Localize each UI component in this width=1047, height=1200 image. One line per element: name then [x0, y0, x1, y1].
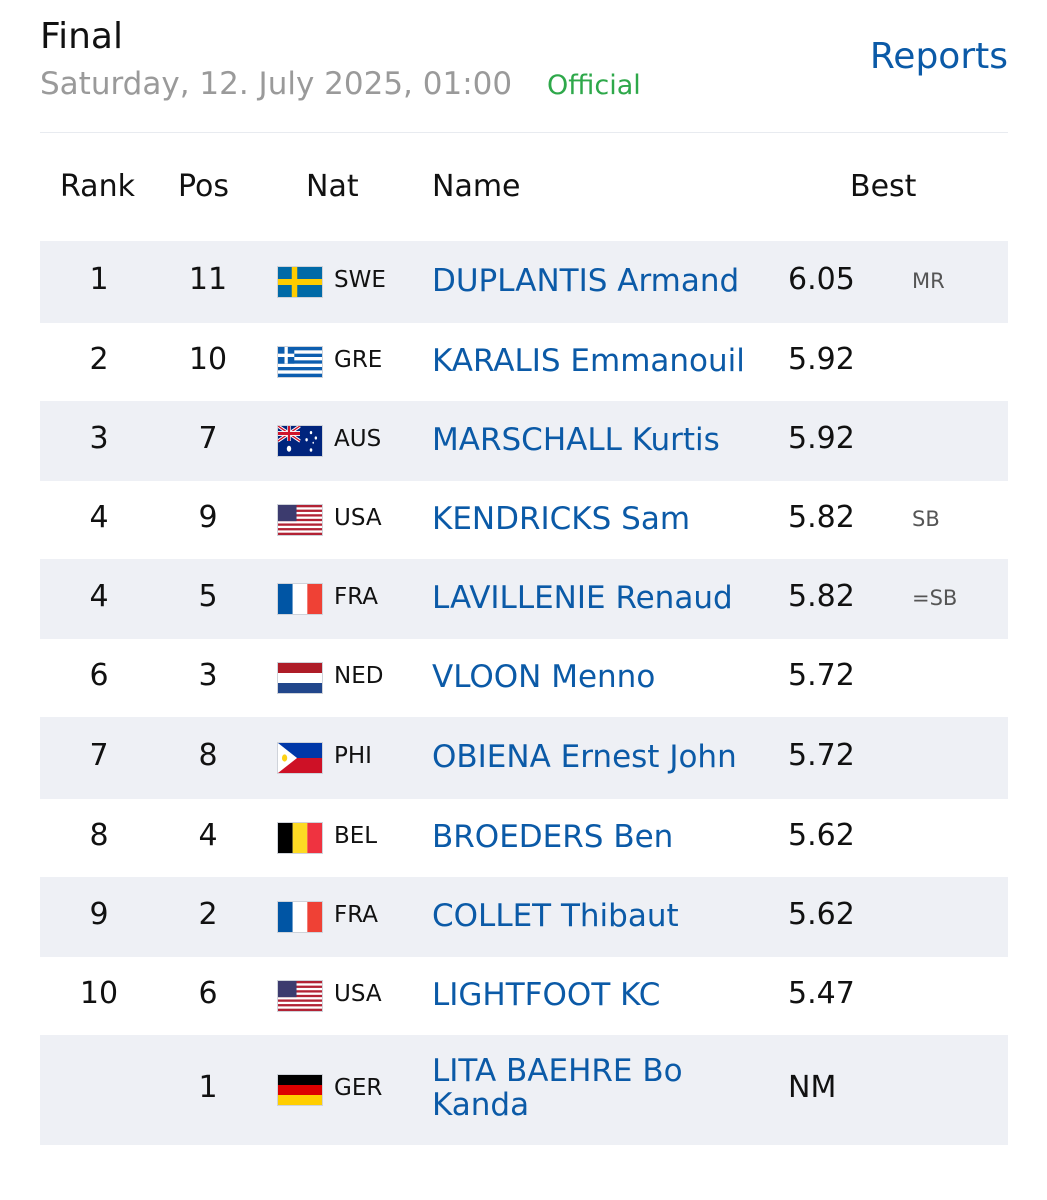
best-mark: 5.72: [788, 658, 855, 693]
rank-cell: 6: [89, 658, 109, 693]
pos-cell: 4: [198, 818, 218, 853]
athlete-name-link[interactable]: LITA BAEHRE Bo Kanda: [432, 1053, 683, 1123]
nat-code: GER: [334, 1075, 383, 1101]
rank-cell: 10: [79, 976, 119, 1011]
nat-code: AUS: [334, 426, 382, 452]
table-row: 8 4 BEL BROEDERS Ben 5.62: [40, 799, 1008, 877]
nat-code: USA: [334, 505, 382, 531]
germany-flag-icon: [277, 1074, 323, 1106]
status-badge: Official: [547, 70, 641, 101]
table-row: 1 11 SWE DUPLANTIS Armand 6.05 MR: [40, 241, 1008, 323]
page-title: Final: [40, 16, 123, 57]
nat-code: GRE: [334, 347, 383, 373]
athlete-name-link[interactable]: VLOON Menno: [432, 659, 656, 695]
reports-link[interactable]: Reports: [869, 36, 1008, 77]
rank-cell: 7: [89, 738, 109, 773]
event-date: Saturday, 12. July 2025, 01:00: [40, 66, 513, 102]
best-mark: 5.62: [788, 818, 855, 853]
belgium-flag-icon: [277, 822, 323, 854]
usa-flag-icon: [277, 980, 323, 1012]
athlete-name-link[interactable]: KENDRICKS Sam: [432, 501, 691, 537]
nat-code: FRA: [334, 584, 379, 610]
pos-cell: 2: [198, 897, 218, 932]
table-body: 1 11 SWE DUPLANTIS Armand 6.05 MR 2 10 GRE KARALI…: [40, 241, 1008, 1145]
table-row: 9 2 FRA COLLET Thibaut 5.62: [40, 877, 1008, 957]
australia-flag-icon: [277, 425, 323, 457]
best-mark: 5.92: [788, 421, 855, 456]
column-header-rank: Rank: [60, 169, 135, 204]
rank-cell: 2: [89, 342, 109, 377]
column-header-nat: Nat: [306, 169, 359, 204]
best-mark: 5.62: [788, 897, 855, 932]
pos-cell: 9: [198, 500, 218, 535]
rank-cell: 4: [89, 500, 109, 535]
nat-code: BEL: [334, 823, 378, 849]
pos-cell: 8: [198, 738, 218, 773]
rank-cell: 3: [89, 421, 109, 456]
results-table: Rank Pos Nat Name Best 1 11 SWE DUPLANTIS A…: [40, 132, 1008, 1145]
pos-cell: 10: [188, 342, 228, 377]
philippines-flag-icon: [277, 742, 323, 774]
best-mark: 5.47: [788, 976, 855, 1011]
rank-cell: 4: [89, 579, 109, 614]
table-row: 2 10 GRE KARALIS Emmanouil 5.92: [40, 323, 1008, 401]
table-row: 6 3 NED VLOON Menno 5.72: [40, 639, 1008, 717]
table-row: 4 5 FRA LAVILLENIE Renaud 5.82 =SB: [40, 559, 1008, 639]
sweden-flag-icon: [277, 266, 323, 298]
athlete-name-link[interactable]: MARSCHALL Kurtis: [432, 422, 720, 458]
record-note: SB: [912, 507, 940, 531]
athlete-name-link[interactable]: COLLET Thibaut: [432, 898, 679, 934]
best-mark: 6.05: [788, 262, 855, 297]
results-header: Final Saturday, 12. July 2025, 01:00 Off…: [40, 14, 1008, 114]
nat-code: PHI: [334, 743, 372, 769]
record-note: =SB: [912, 586, 958, 610]
pos-cell: 5: [198, 579, 218, 614]
rank-cell: 8: [89, 818, 109, 853]
table-row: 1 GER LITA BAEHRE Bo Kanda NM: [40, 1035, 1008, 1145]
pos-cell: 7: [198, 421, 218, 456]
nat-code: USA: [334, 981, 382, 1007]
athlete-name-link[interactable]: LAVILLENIE Renaud: [432, 580, 733, 616]
rank-cell: 9: [89, 897, 109, 932]
table-header: Rank Pos Nat Name Best: [40, 132, 1008, 241]
usa-flag-icon: [277, 504, 323, 536]
athlete-name-link[interactable]: KARALIS Emmanouil: [432, 343, 745, 379]
nat-code: SWE: [334, 267, 386, 293]
best-mark: NM: [788, 1070, 837, 1105]
table-row: 3 7 AUS MARSCHALL Kurtis 5.92: [40, 401, 1008, 481]
athlete-name-link[interactable]: OBIENA Ernest John: [432, 739, 737, 775]
pos-cell: 11: [188, 262, 228, 297]
athlete-name-link[interactable]: DUPLANTIS Armand: [432, 263, 740, 299]
netherlands-flag-icon: [277, 662, 323, 694]
athlete-name-link[interactable]: LIGHTFOOT KC: [432, 977, 661, 1013]
france-flag-icon: [277, 583, 323, 615]
pos-cell: 1: [198, 1070, 218, 1105]
pos-cell: 6: [198, 976, 218, 1011]
greece-flag-icon: [277, 346, 323, 378]
table-row: 4 9 USA KENDRICKS Sam 5.82 SB: [40, 481, 1008, 559]
athlete-name-link[interactable]: BROEDERS Ben: [432, 819, 674, 855]
best-mark: 5.72: [788, 738, 855, 773]
column-header-best: Best: [850, 169, 917, 204]
table-row: 10 6 USA LIGHTFOOT KC 5.47: [40, 957, 1008, 1035]
rank-cell: 1: [89, 262, 109, 297]
column-header-name: Name: [432, 169, 521, 204]
pos-cell: 3: [198, 658, 218, 693]
best-mark: 5.82: [788, 579, 855, 614]
table-row: 7 8 PHI OBIENA Ernest John 5.72: [40, 717, 1008, 799]
france-flag-icon: [277, 901, 323, 933]
nat-code: FRA: [334, 902, 379, 928]
best-mark: 5.92: [788, 342, 855, 377]
best-mark: 5.82: [788, 500, 855, 535]
column-header-pos: Pos: [178, 169, 230, 204]
nat-code: NED: [334, 663, 384, 689]
record-note: MR: [912, 269, 945, 293]
